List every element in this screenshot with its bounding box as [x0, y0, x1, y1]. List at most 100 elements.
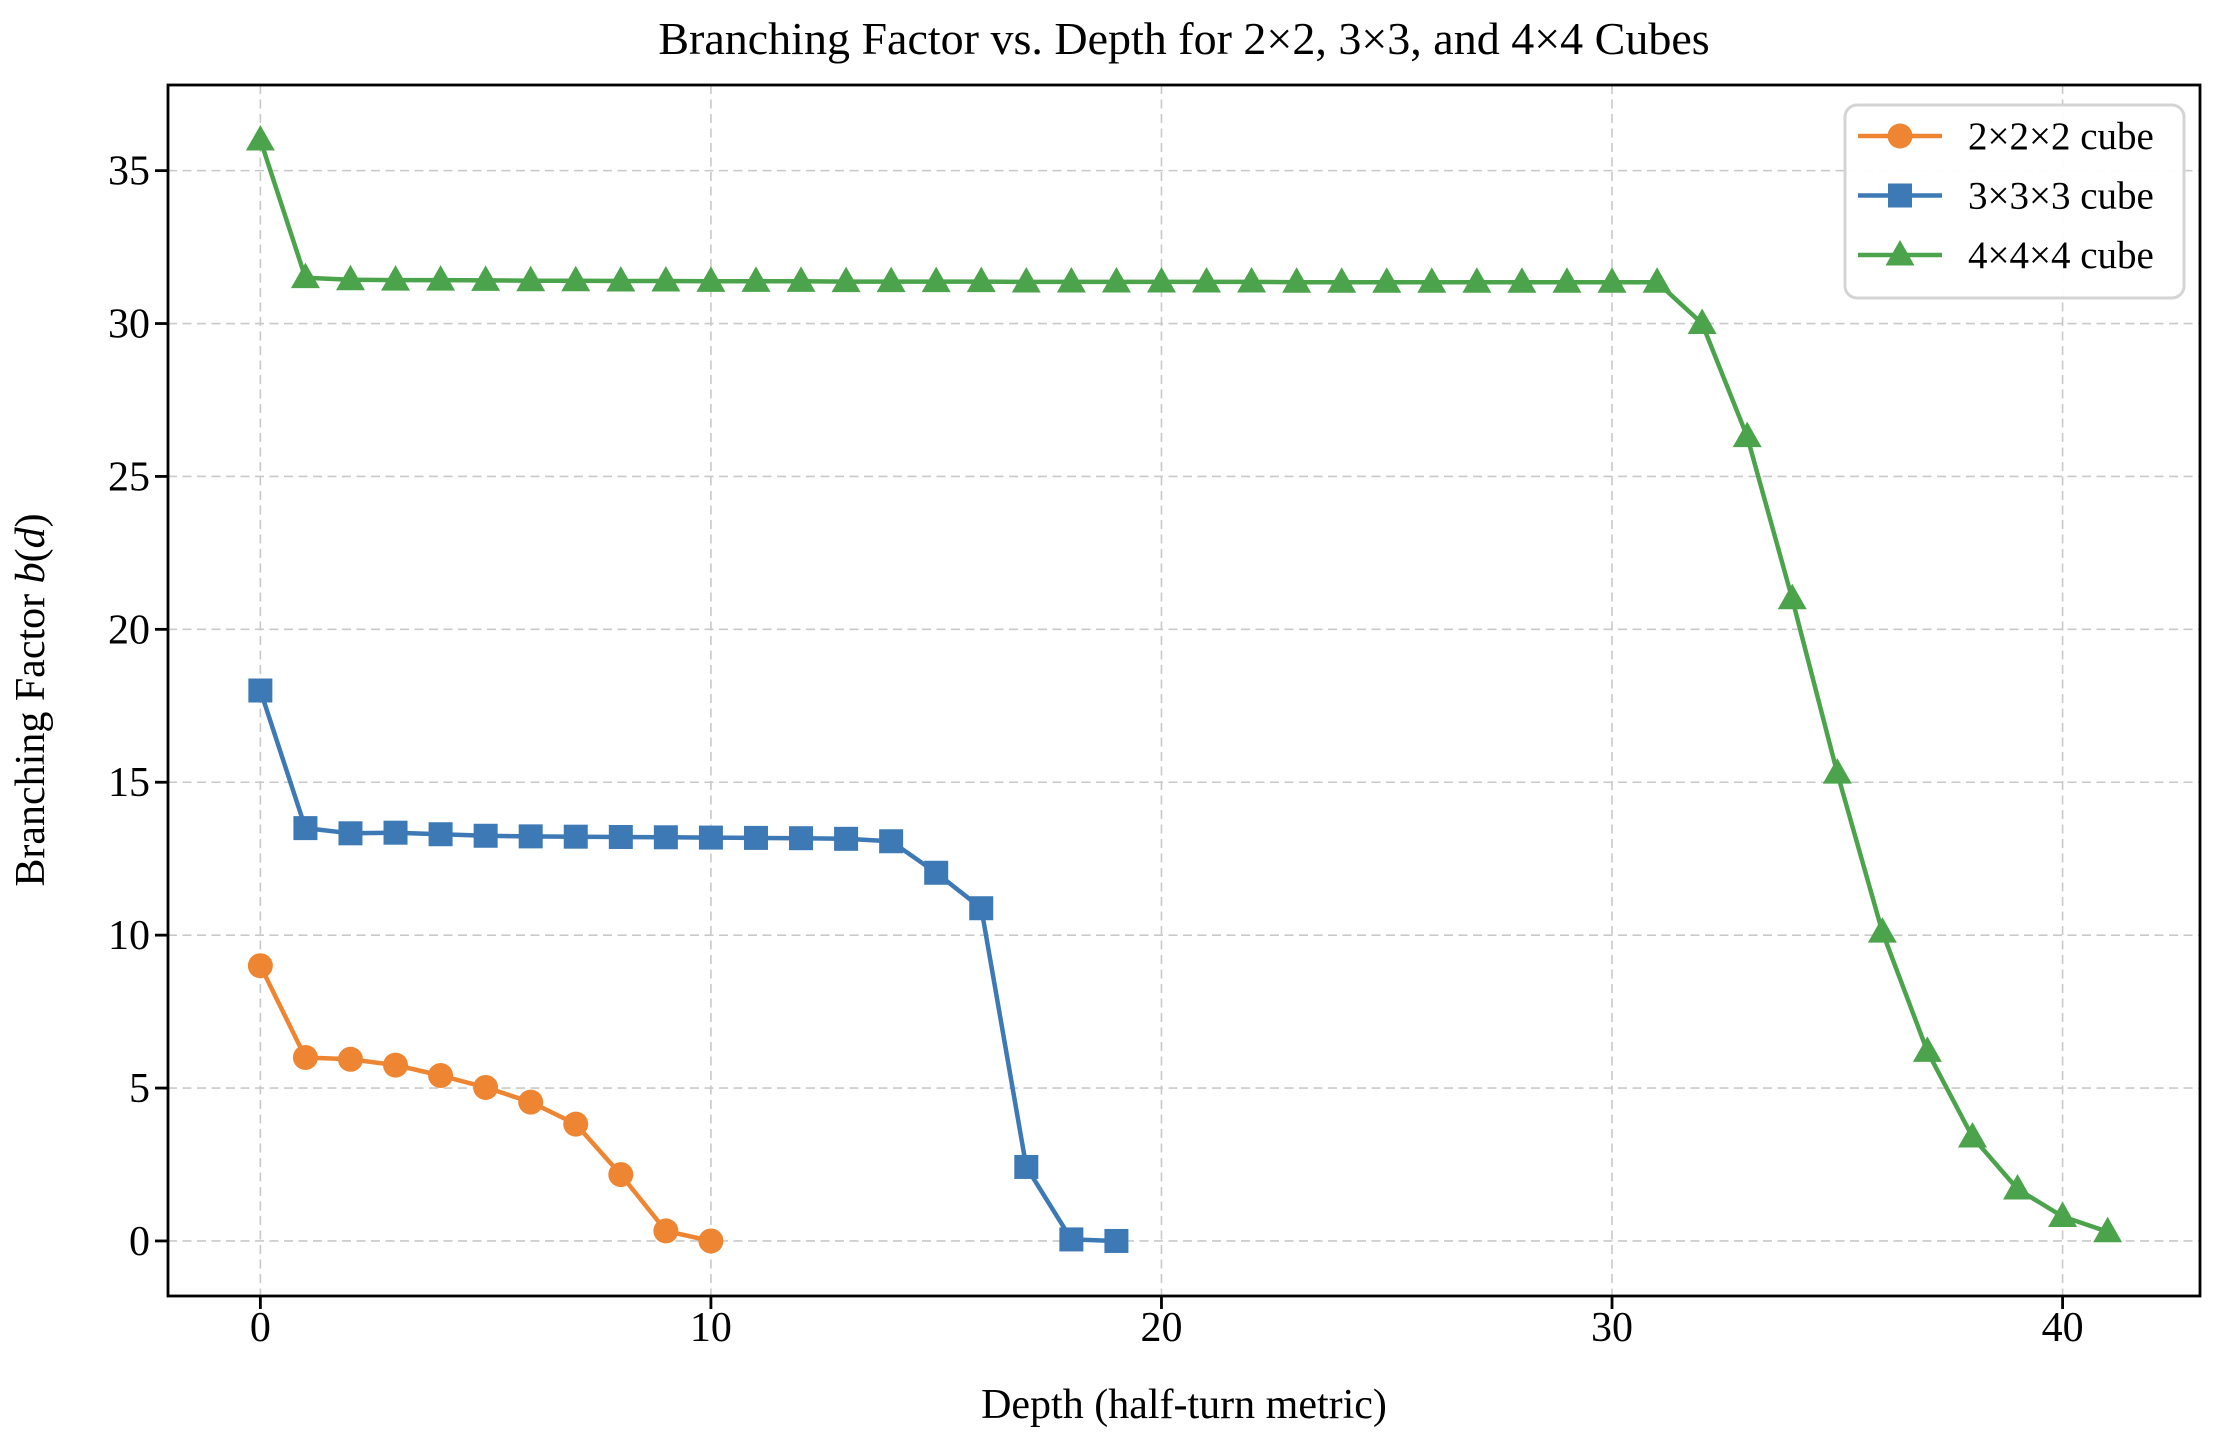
series-marker-cube-2x2x2	[653, 1218, 679, 1244]
y-tick-label: 35	[108, 149, 150, 195]
plot-border	[166, 83, 2202, 1298]
series-marker-cube-4x4x4	[381, 265, 411, 291]
series-marker-cube-4x4x4	[651, 266, 681, 292]
series-marker-cube-4x4x4	[1146, 266, 1176, 293]
series-marker-cube-3x3x3	[608, 824, 633, 849]
series-marker-cube-4x4x4	[1957, 1121, 1987, 1148]
y-tick-label: 0	[129, 1219, 150, 1265]
legend-marker-cube-4x4x4	[1885, 240, 1915, 266]
chart-title: Branching Factor vs. Depth for 2×2, 3×3,…	[658, 13, 1709, 64]
series-marker-cube-3x3x3	[969, 896, 994, 921]
series-marker-cube-3x3x3	[563, 824, 588, 849]
legend-box	[1843, 103, 2186, 300]
x-tick-label: 30	[1591, 1305, 1633, 1351]
legend-marker-cube-2x2x2	[1887, 123, 1913, 149]
series-marker-cube-4x4x4	[1417, 267, 1447, 293]
series-marker-cube-4x4x4	[426, 265, 456, 291]
series-marker-cube-4x4x4	[1642, 267, 1672, 293]
series-marker-cube-3x3x3	[338, 821, 363, 846]
x-tick-label: 20	[1140, 1305, 1182, 1351]
series-marker-cube-3x3x3	[789, 826, 814, 851]
series-marker-cube-4x4x4	[290, 262, 320, 289]
series-marker-cube-2x2x2	[563, 1111, 589, 1137]
series-marker-cube-4x4x4	[606, 266, 636, 292]
series-marker-cube-3x3x3	[248, 678, 273, 703]
series-marker-cube-4x4x4	[1327, 267, 1357, 293]
series-marker-cube-4x4x4	[245, 125, 275, 151]
x-tick-label: 40	[2042, 1305, 2084, 1351]
legend-label-cube-2x2x2: 2×2×2 cube	[1968, 115, 2154, 158]
series-marker-cube-4x4x4	[1282, 267, 1312, 293]
series-marker-cube-4x4x4	[1867, 917, 1897, 943]
series-marker-cube-2x2x2	[518, 1089, 544, 1115]
x-tick-label: 10	[690, 1305, 732, 1351]
y-axis-label-segment: )	[8, 513, 54, 527]
series-marker-cube-2x2x2	[473, 1074, 499, 1100]
series-marker-cube-3x3x3	[743, 825, 768, 850]
y-axis-label: Branching Factor b(d)	[8, 513, 54, 886]
y-tick-label: 20	[108, 607, 150, 653]
series-marker-cube-4x4x4	[786, 266, 816, 292]
series-marker-cube-4x4x4	[1687, 308, 1717, 335]
y-axis-label-segment: b	[8, 562, 54, 583]
legend-label-cube-3x3x3: 3×3×3 cube	[1968, 175, 2154, 218]
series-marker-cube-4x4x4	[471, 265, 501, 291]
series-marker-cube-4x4x4	[1237, 266, 1267, 293]
series-marker-cube-3x3x3	[428, 822, 453, 847]
y-tick-label: 10	[108, 913, 150, 959]
series-marker-cube-3x3x3	[1014, 1154, 1039, 1179]
series-marker-cube-4x4x4	[561, 265, 591, 292]
series-marker-cube-4x4x4	[1552, 267, 1582, 293]
series-marker-cube-4x4x4	[1462, 267, 1492, 293]
series-marker-cube-4x4x4	[1372, 267, 1402, 293]
series-marker-cube-2x2x2	[247, 953, 273, 979]
series-marker-cube-4x4x4	[831, 266, 861, 293]
series-marker-cube-4x4x4	[1597, 267, 1627, 293]
series-marker-cube-4x4x4	[2093, 1216, 2123, 1243]
series-marker-cube-4x4x4	[2003, 1173, 2033, 1200]
series-marker-cube-4x4x4	[696, 266, 726, 292]
series-marker-cube-3x3x3	[473, 823, 498, 848]
series-marker-cube-3x3x3	[653, 825, 678, 850]
series-marker-cube-2x2x2	[608, 1162, 634, 1188]
y-tick-label: 30	[108, 302, 150, 348]
series-marker-cube-3x3x3	[293, 816, 318, 841]
series-marker-cube-3x3x3	[1104, 1228, 1129, 1253]
series-marker-cube-4x4x4	[741, 266, 771, 292]
series-marker-cube-4x4x4	[966, 266, 996, 293]
series-marker-cube-4x4x4	[1732, 421, 1762, 448]
y-tick-label: 15	[108, 760, 150, 806]
series-line-cube-2x2x2	[258, 963, 714, 1244]
y-axis-label-segment: (	[8, 548, 54, 562]
y-axis-label-segment: Branching Factor	[8, 583, 54, 886]
y-tick-label: 25	[108, 454, 150, 500]
series-marker-cube-2x2x2	[292, 1044, 318, 1070]
series-marker-cube-4x4x4	[1912, 1036, 1942, 1062]
x-tick-label: 0	[250, 1305, 271, 1351]
series-marker-cube-3x3x3	[698, 825, 723, 850]
series-marker-cube-4x4x4	[2048, 1201, 2078, 1227]
series-marker-cube-4x4x4	[1056, 266, 1086, 293]
series-marker-cube-4x4x4	[921, 266, 951, 293]
series-marker-cube-2x2x2	[383, 1052, 409, 1078]
legend-label-cube-4x4x4: 4×4×4 cube	[1968, 234, 2154, 277]
series-marker-cube-2x2x2	[428, 1063, 454, 1089]
y-axis-label-segment: d	[8, 526, 54, 548]
series-marker-cube-4x4x4	[1777, 583, 1807, 610]
series-marker-cube-4x4x4	[1011, 266, 1041, 293]
series-marker-cube-3x3x3	[383, 820, 408, 845]
series-marker-cube-3x3x3	[924, 860, 949, 885]
series-marker-cube-4x4x4	[335, 264, 365, 291]
series-marker-cube-4x4x4	[1101, 266, 1131, 293]
series-marker-cube-2x2x2	[337, 1046, 363, 1072]
y-tick-label: 5	[129, 1066, 150, 1112]
series-marker-cube-4x4x4	[876, 266, 906, 293]
series-marker-cube-4x4x4	[1192, 266, 1222, 293]
series-marker-cube-4x4x4	[1507, 267, 1537, 293]
legend-marker-cube-3x3x3	[1888, 183, 1912, 208]
series-marker-cube-3x3x3	[879, 829, 904, 854]
series-line-cube-3x3x3	[258, 688, 1119, 1244]
series-marker-cube-4x4x4	[1822, 758, 1852, 784]
series-marker-cube-4x4x4	[516, 265, 546, 292]
